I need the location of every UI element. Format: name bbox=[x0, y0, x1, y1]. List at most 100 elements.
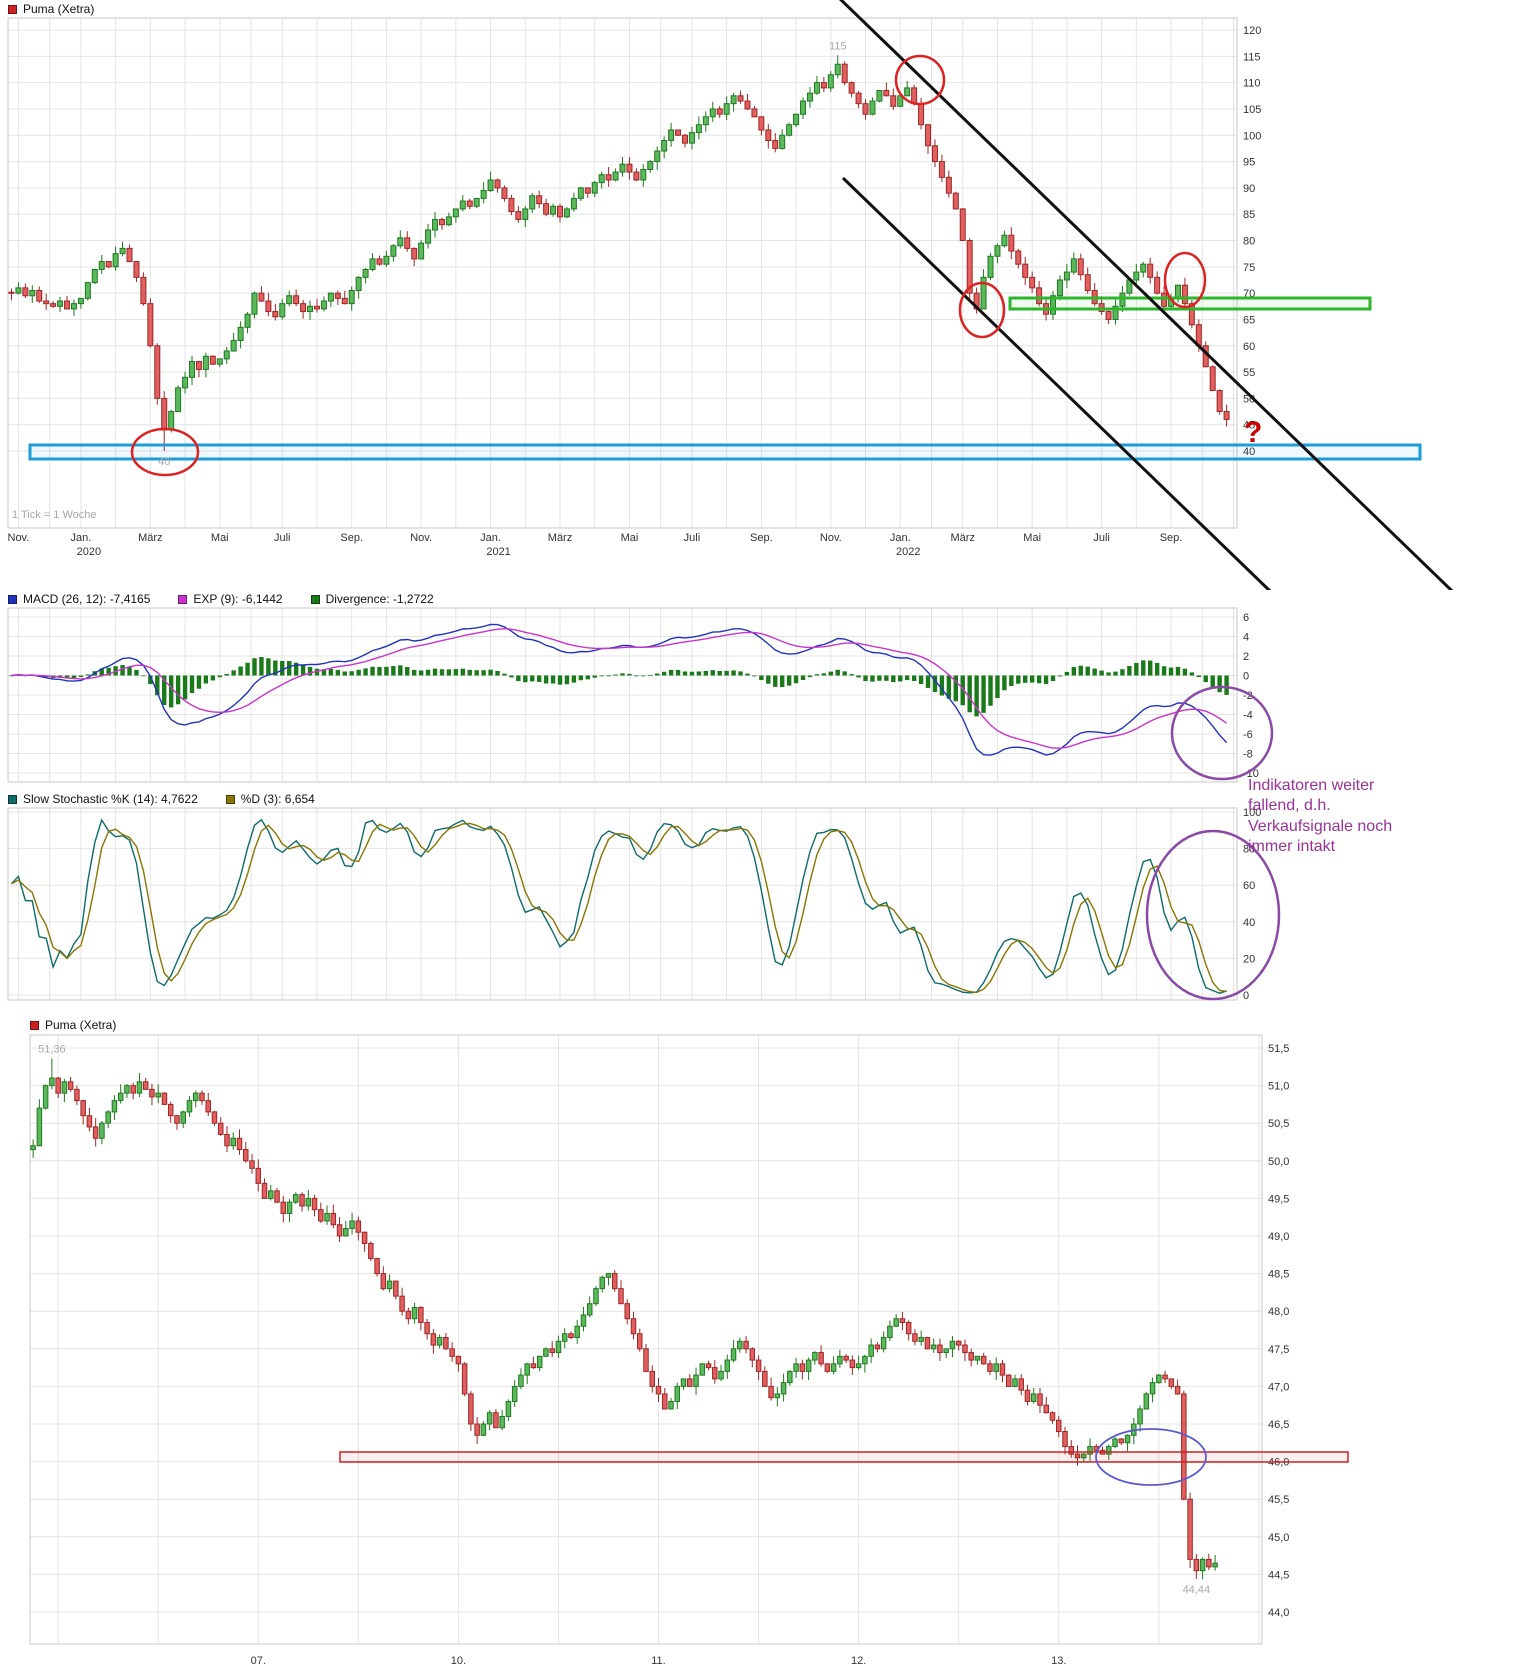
divergence-bar bbox=[557, 675, 563, 685]
legend-swatch-icon bbox=[8, 594, 17, 604]
divergence-bar bbox=[467, 669, 472, 676]
divergence-bar bbox=[703, 670, 709, 676]
divergence-bar bbox=[328, 669, 334, 676]
divergence-bar bbox=[780, 675, 785, 688]
divergence-bar bbox=[1210, 675, 1215, 688]
x-tick-label: Mai bbox=[621, 532, 639, 544]
divergence-bar bbox=[1113, 671, 1118, 676]
divergence-bar bbox=[655, 673, 660, 676]
trend-line bbox=[839, 0, 1454, 590]
annotation-circle bbox=[958, 281, 1006, 339]
divergence-bar bbox=[182, 675, 188, 700]
y-tick-label: 44,0 bbox=[1268, 1607, 1289, 1619]
x-tick-label: Juli bbox=[1093, 532, 1110, 544]
macd-line bbox=[11, 623, 1228, 756]
divergence-bar bbox=[120, 665, 125, 676]
daily-candlestick-chart: 51,5 51,0 50,5 50,0 49,5 49,0 48,5 48,0 47,5 47,0… bbox=[29, 1034, 1349, 1667]
y-tick-label: 40 bbox=[1243, 446, 1255, 458]
legend-item: Divergence: -1,2722 bbox=[310, 592, 434, 606]
divergence-bar bbox=[759, 675, 764, 681]
tick-interval-note: 1 Tick = 1 Woche bbox=[12, 509, 97, 521]
legend-item: Puma (Xetra) bbox=[30, 1018, 116, 1032]
divergence-bar bbox=[391, 666, 396, 676]
x-tick-label: Juli bbox=[274, 532, 291, 544]
divergence-bar bbox=[502, 673, 507, 676]
legend-label: Divergence: -1,2722 bbox=[325, 592, 434, 606]
divergence-bar bbox=[960, 675, 965, 706]
macd-series bbox=[9, 623, 1229, 756]
divergence-bar bbox=[474, 670, 479, 676]
divergence-bar bbox=[238, 666, 243, 676]
divergence-bar bbox=[273, 660, 278, 676]
divergence-bar bbox=[1127, 665, 1132, 676]
y-tick-label: 80 bbox=[1243, 236, 1255, 248]
weekly-candlestick-chart: 120115110105100959085807570656055504540N… bbox=[7, 0, 1454, 590]
divergence-bar bbox=[363, 668, 368, 676]
divergence-bar bbox=[988, 675, 993, 706]
divergence-bar bbox=[800, 675, 806, 681]
divergence-bar bbox=[939, 675, 945, 696]
divergence-bar bbox=[398, 665, 403, 676]
divergence-bar bbox=[724, 670, 729, 676]
legend-item: Slow Stochastic %K (14): 4,7622 bbox=[8, 792, 198, 806]
divergence-bar bbox=[807, 675, 813, 678]
divergence-bar bbox=[1036, 675, 1042, 684]
divergence-bar bbox=[9, 675, 14, 677]
divergence-bar bbox=[300, 665, 306, 676]
y-tick-label: 0 bbox=[1243, 671, 1249, 683]
y-tick-label: 60 bbox=[1243, 880, 1255, 892]
legend-swatch-icon bbox=[225, 794, 235, 804]
divergence-bar bbox=[863, 675, 868, 682]
divergence-bar bbox=[148, 675, 153, 685]
y-tick-label: 50,0 bbox=[1268, 1156, 1289, 1168]
percent-k-line bbox=[10, 818, 1227, 994]
extreme-value-label: 40 bbox=[158, 456, 170, 468]
annotation-circle bbox=[1095, 1428, 1207, 1486]
divergence-bar bbox=[710, 670, 715, 676]
divergence-bar bbox=[405, 666, 410, 676]
x-tick-label: März bbox=[548, 532, 572, 544]
divergence-bar bbox=[1016, 675, 1021, 684]
divergence-bar bbox=[321, 669, 327, 676]
divergence-bar bbox=[641, 675, 646, 677]
divergence-bar bbox=[453, 669, 459, 676]
x-tick-label: März bbox=[138, 532, 162, 544]
legend-item: MACD (26, 12): -7,4165 bbox=[8, 592, 150, 606]
divergence-bar bbox=[904, 675, 910, 681]
divergence-bar bbox=[821, 673, 827, 676]
divergence-bar bbox=[967, 675, 972, 713]
grid bbox=[30, 1035, 1262, 1644]
divergence-bar bbox=[766, 675, 771, 684]
divergence-bar bbox=[856, 675, 861, 678]
divergence-bar bbox=[564, 675, 570, 685]
y-tick-label: -8 bbox=[1243, 749, 1253, 761]
y-tick-label: 51,0 bbox=[1268, 1081, 1289, 1093]
divergence-bar bbox=[1050, 675, 1056, 682]
divergence-bar bbox=[349, 671, 354, 676]
y-tick-label: 49,0 bbox=[1268, 1231, 1289, 1243]
divergence-bar bbox=[1161, 666, 1167, 676]
x-tick-label: Jan. bbox=[480, 532, 501, 544]
y-tick-label: 46,5 bbox=[1268, 1419, 1289, 1431]
legend-label: EXP (9): -6,1442 bbox=[193, 592, 283, 606]
legend-label: MACD (26, 12): -7,4165 bbox=[23, 592, 151, 606]
trend-line bbox=[841, 176, 1272, 590]
divergence-bar bbox=[481, 670, 486, 676]
divergence-bar bbox=[620, 673, 625, 676]
y-tick-label: 115 bbox=[1243, 51, 1261, 63]
divergence-bar bbox=[578, 675, 584, 681]
divergence-bar bbox=[981, 675, 986, 713]
divergence-bar bbox=[877, 675, 882, 681]
extreme-value-label: 44,44 bbox=[1183, 1584, 1211, 1596]
y-tick-label: 120 bbox=[1243, 25, 1261, 37]
x-year-label: 2020 bbox=[77, 546, 101, 558]
divergence-bar bbox=[1141, 660, 1146, 676]
divergence-bar bbox=[252, 658, 257, 676]
divergence-bar bbox=[162, 675, 167, 706]
y-tick-label: 100 bbox=[1243, 807, 1261, 819]
divergence-bar bbox=[1182, 668, 1188, 676]
divergence-bar bbox=[738, 671, 743, 676]
divergence-bar bbox=[155, 675, 160, 696]
legend-label: %D (3): 6,654 bbox=[240, 792, 315, 806]
y-tick-label: 45,5 bbox=[1268, 1494, 1289, 1506]
